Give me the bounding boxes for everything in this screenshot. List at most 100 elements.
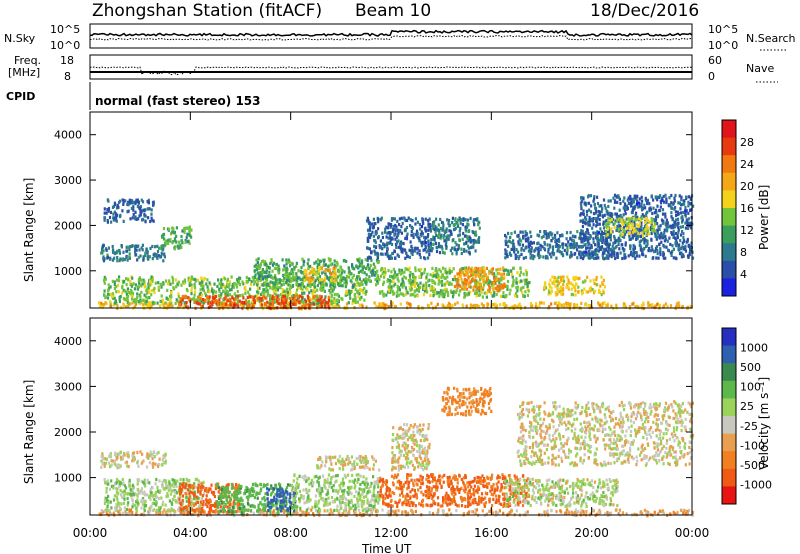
power-cell [613, 225, 616, 229]
power-cell [188, 232, 191, 236]
power-cell [633, 254, 636, 258]
power-cell [607, 244, 611, 248]
power-cell [147, 303, 150, 307]
power-cell [451, 278, 455, 282]
power-cell [153, 254, 156, 258]
power-cell [505, 253, 508, 257]
power-cell [231, 303, 234, 307]
power-cell [258, 299, 261, 303]
power-cell [596, 230, 599, 234]
power-cell [590, 217, 593, 221]
power-cell [271, 296, 274, 301]
power-cell [618, 197, 621, 201]
power-cell [145, 299, 148, 303]
power-cell [540, 236, 543, 240]
power-cell [505, 235, 508, 239]
power-cell [448, 267, 451, 271]
power-cell [285, 258, 288, 262]
power-cell [529, 240, 532, 244]
power-cell [106, 220, 109, 224]
power-cell [594, 207, 597, 211]
power-cell [556, 238, 559, 243]
power-cell [561, 246, 564, 250]
power-cell [157, 254, 160, 258]
power-cell [458, 268, 462, 272]
power-cell [302, 278, 305, 282]
power-cell [636, 227, 639, 231]
power-cell [335, 277, 338, 281]
power-cell [560, 275, 563, 279]
power-cell [401, 221, 404, 225]
power-cell [466, 268, 469, 272]
power-cell [588, 287, 591, 291]
power-cell [570, 281, 573, 285]
power-cell [149, 277, 152, 281]
power-cell [274, 276, 277, 280]
velocity-cell [658, 509, 661, 513]
power-cell [181, 241, 184, 245]
power-cell [193, 277, 196, 281]
power-cell [464, 218, 467, 222]
power-cell [622, 199, 625, 203]
power-cell [394, 256, 397, 260]
power-cell [435, 233, 438, 237]
power-cell [385, 303, 388, 307]
power-cell [410, 283, 413, 287]
power-cell [648, 207, 651, 211]
power-cell [384, 252, 387, 256]
power-cell [555, 277, 558, 281]
power-cell [186, 240, 189, 244]
power-cell [412, 281, 415, 285]
power-cell [167, 282, 170, 286]
power-cell [113, 210, 116, 214]
power-cell [670, 201, 673, 205]
power-cell [467, 283, 471, 287]
power-cell [644, 216, 647, 220]
power-cell [399, 272, 402, 276]
power-cell [297, 269, 300, 273]
power-cell [574, 275, 577, 279]
power-cell [615, 195, 618, 199]
power-cell [486, 302, 489, 306]
power-cell [608, 219, 612, 223]
power-cell [621, 216, 624, 220]
power-cell [181, 294, 184, 299]
velocity-cell [323, 509, 326, 513]
power-cell [282, 304, 285, 308]
power-cell [119, 213, 122, 217]
power-cell [575, 241, 578, 246]
power-cell [390, 242, 394, 246]
power-cell [600, 204, 603, 208]
power-cell [482, 283, 486, 287]
power-cell [151, 257, 154, 261]
power-cell [631, 252, 634, 256]
power-cell [312, 268, 315, 272]
power-cell [364, 280, 367, 284]
power-cell [464, 273, 467, 277]
power-cell [645, 233, 648, 237]
power-cell [648, 220, 651, 224]
power-cell [409, 248, 412, 252]
power-cell [492, 282, 495, 286]
power-cell [205, 282, 208, 286]
power-cell [630, 210, 633, 214]
power-cell [410, 292, 413, 297]
power-cell [247, 304, 250, 308]
power-cell [553, 301, 556, 306]
power-cell [594, 289, 597, 293]
power-cell [421, 220, 424, 224]
power-cell [315, 270, 318, 274]
power-cell [447, 219, 451, 223]
power-cell [492, 294, 495, 298]
power-cell [616, 251, 619, 255]
power-cell [386, 242, 389, 246]
power-cell [148, 283, 151, 287]
power-cell [137, 300, 140, 304]
power-cell [512, 239, 515, 243]
power-cell [201, 304, 204, 308]
power-cell [648, 202, 651, 206]
power-cell [139, 205, 142, 209]
power-cell [257, 266, 261, 271]
power-cell [126, 287, 129, 291]
power-cell [377, 305, 380, 309]
